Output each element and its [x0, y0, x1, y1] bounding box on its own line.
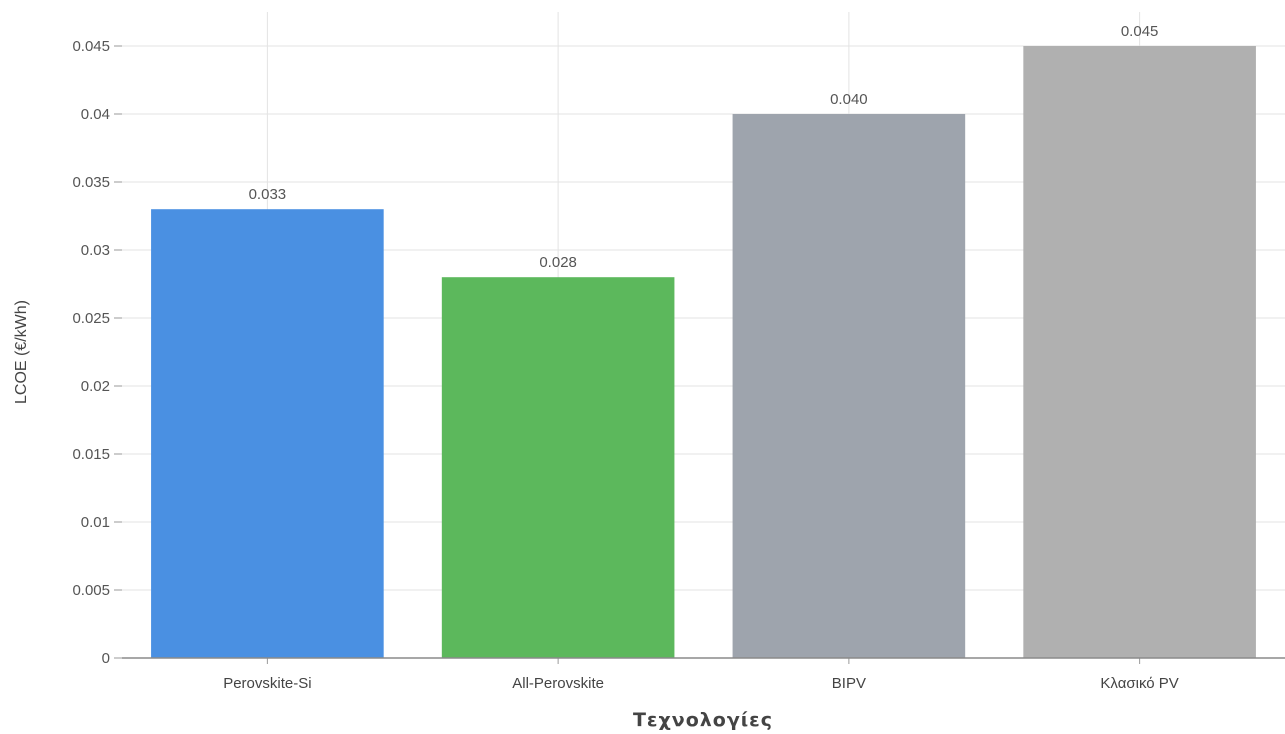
data-labels: 0.033 0.028 0.040 0.045	[249, 23, 1159, 271]
y-tick-label: 0	[102, 650, 110, 667]
x-tick-label: BIPV	[832, 675, 866, 692]
y-tick-label: 0.02	[81, 378, 110, 395]
bars	[151, 46, 1256, 658]
y-tick-label: 0.01	[81, 514, 110, 531]
data-label: 0.040	[830, 91, 868, 108]
x-axis-title: Τεχνολογίες	[633, 709, 773, 731]
y-tick-label: 0.035	[72, 174, 110, 191]
y-tick-label: 0.045	[72, 38, 110, 55]
y-axis-title: LCOE (€/kWh)	[13, 300, 30, 404]
x-tick-label: All-Perovskite	[512, 675, 604, 692]
data-label: 0.045	[1121, 23, 1159, 40]
y-tick-label: 0.015	[72, 446, 110, 463]
y-tick-label: 0.03	[81, 242, 110, 259]
x-tick-label: Κλασικό PV	[1100, 675, 1178, 692]
bar-2	[441, 277, 675, 658]
data-label: 0.028	[539, 254, 577, 271]
y-tick-label: 0.04	[81, 106, 110, 123]
x-tick-label: Perovskite-Si	[223, 675, 311, 692]
axes: 0 0.005 0.01 0.015 0.02 0.025 0.03 0.035 0.04 0.0…	[72, 38, 1285, 692]
bar-4	[1023, 46, 1256, 658]
data-label: 0.033	[249, 186, 287, 203]
y-tick-label: 0.005	[72, 582, 110, 599]
bar-3	[732, 114, 966, 658]
y-tick-label: 0.025	[72, 310, 110, 327]
bar-1	[151, 209, 384, 658]
